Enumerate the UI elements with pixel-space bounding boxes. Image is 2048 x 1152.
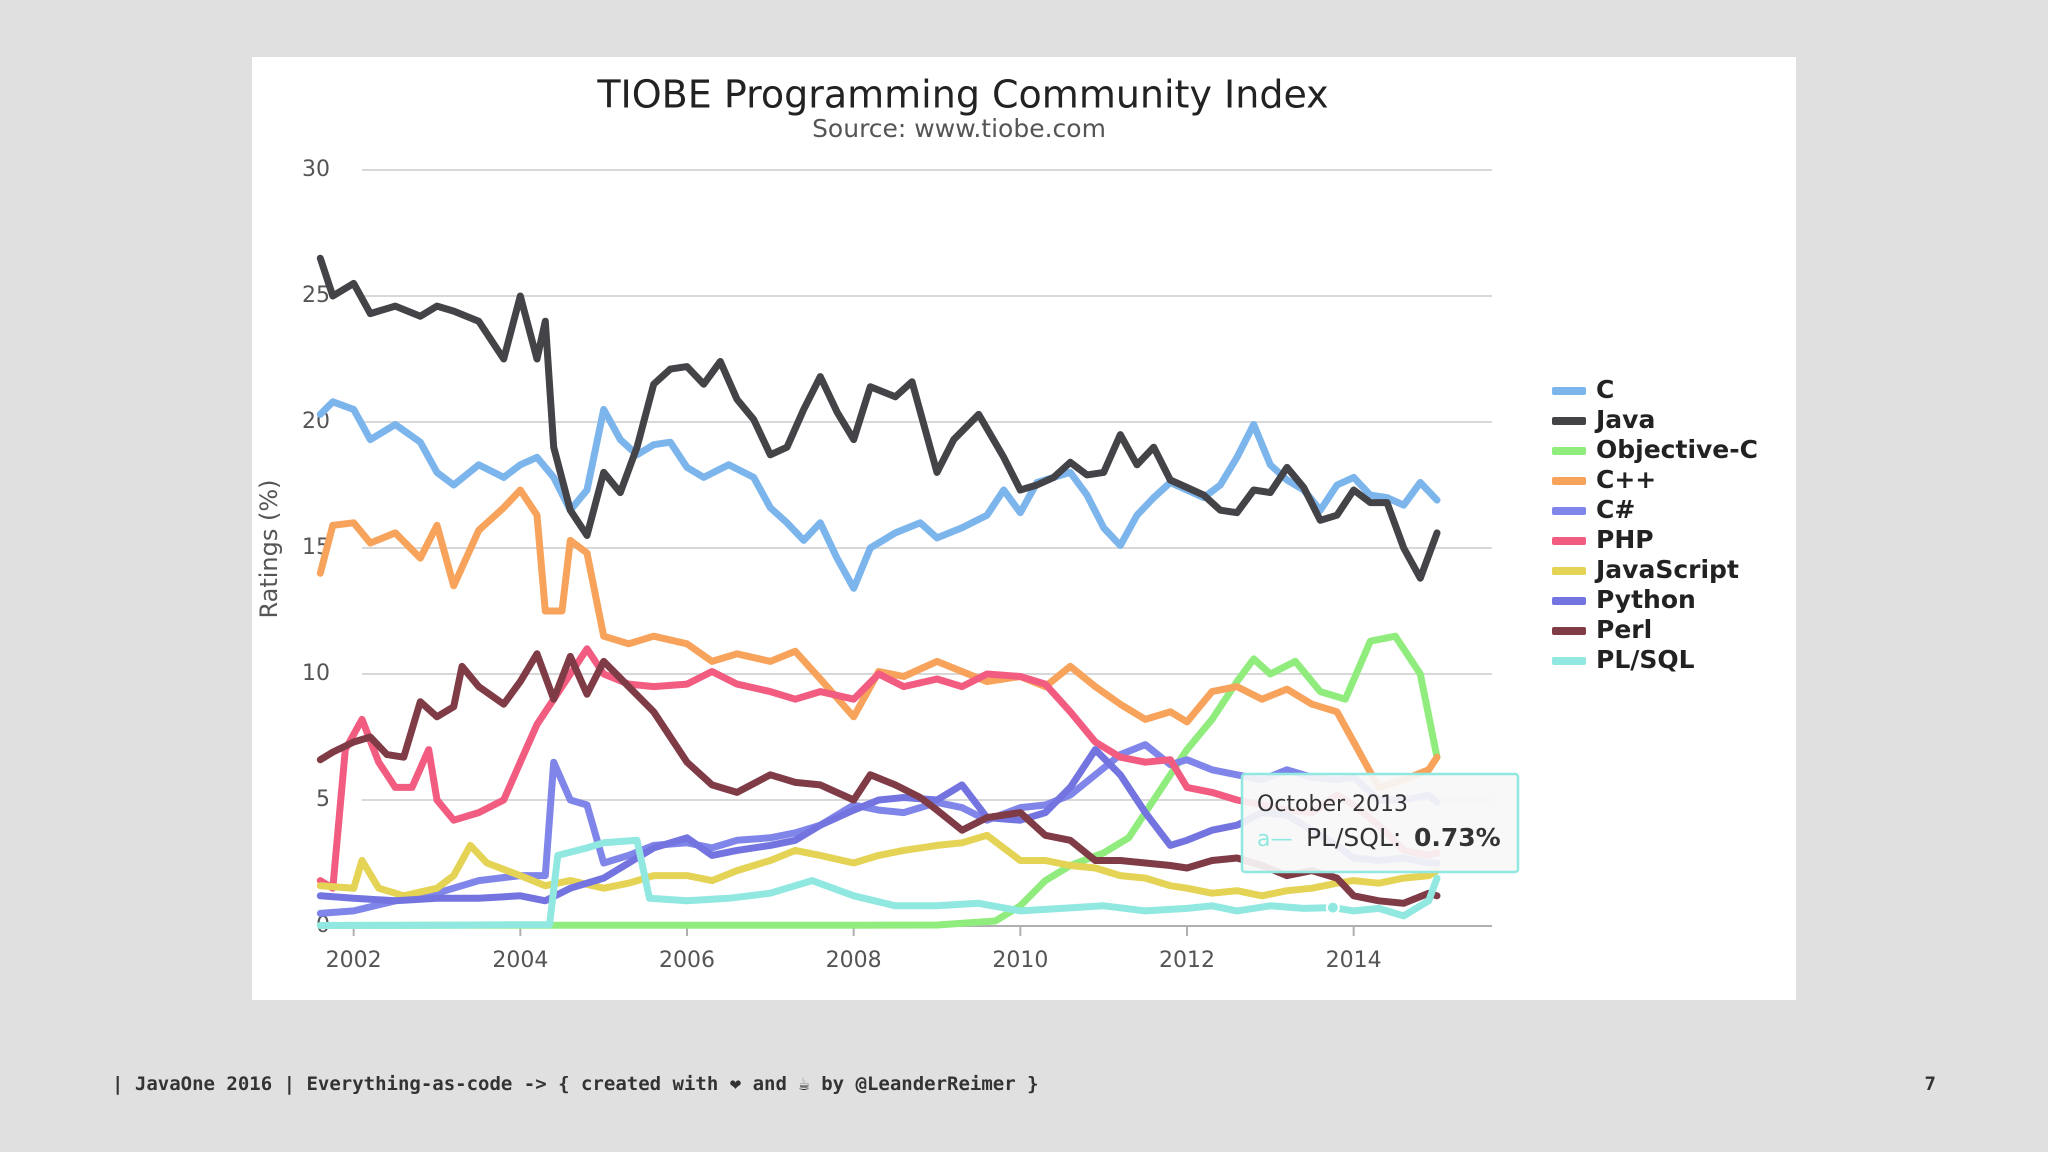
legend-label: C# — [1596, 495, 1635, 524]
tooltip-series-label: PL/SQL: — [1306, 823, 1401, 852]
x-tick-label: 2014 — [1326, 948, 1382, 973]
slide-footer: | JavaOne 2016 | Everything-as-code -> {… — [112, 1073, 1039, 1095]
legend-swatch — [1552, 507, 1586, 515]
chart-card: TIOBE Programming Community Index Source… — [252, 57, 1796, 1000]
tooltip-box — [1240, 772, 1520, 874]
x-tick-label: 2010 — [992, 948, 1048, 973]
legend-item-c-[interactable]: C# — [1552, 495, 1635, 524]
page-number: 7 — [1924, 1073, 1936, 1095]
y-tick-label: 30 — [302, 157, 330, 182]
legend-label: Java — [1594, 405, 1655, 434]
series-line-c[interactable] — [316, 398, 1441, 592]
legend-swatch — [1552, 387, 1586, 395]
series-line-java[interactable] — [316, 254, 1441, 582]
legend-swatch — [1552, 447, 1586, 455]
x-tick-label: 2002 — [326, 948, 382, 973]
legend-item-c-[interactable]: C++ — [1552, 465, 1656, 494]
series-line-c-[interactable] — [316, 741, 1441, 917]
tooltip: October 2013 a— PL/SQL: 0.73% — [1240, 772, 1520, 874]
legend-swatch — [1552, 567, 1586, 575]
legend: CJavaObjective-CC++C#PHPJavaScriptPython… — [1552, 375, 1758, 674]
legend-item-python[interactable]: Python — [1552, 585, 1696, 614]
legend-item-c[interactable]: C — [1552, 375, 1614, 404]
legend-item-perl[interactable]: Perl — [1552, 615, 1652, 644]
legend-label: PHP — [1596, 525, 1654, 554]
y-tick-label: 25 — [302, 283, 330, 308]
legend-swatch — [1552, 627, 1586, 635]
legend-swatch — [1552, 537, 1586, 545]
legend-swatch — [1552, 477, 1586, 485]
legend-label: C — [1596, 375, 1614, 404]
tooltip-title: October 2013 — [1257, 792, 1408, 817]
legend-item-pl-sql[interactable]: PL/SQL — [1552, 645, 1695, 674]
legend-label: Perl — [1596, 615, 1652, 644]
legend-item-php[interactable]: PHP — [1552, 525, 1654, 554]
legend-item-javascript[interactable]: JavaScript — [1552, 555, 1739, 584]
series-line-objective-c[interactable] — [316, 632, 1441, 929]
chart-title: TIOBE Programming Community Index — [596, 73, 1328, 117]
legend-label: C++ — [1596, 465, 1656, 494]
chart-subtitle: Source: www.tiobe.com — [812, 114, 1106, 143]
legend-label: Objective-C — [1596, 435, 1758, 464]
y-axis-label: Ratings (%) — [255, 479, 283, 618]
tooltip-marker: a— — [1257, 827, 1292, 852]
y-tick-label: 10 — [302, 661, 330, 686]
x-tick-label: 2006 — [659, 948, 715, 973]
x-tick-label: 2012 — [1159, 948, 1215, 973]
y-tick-label: 5 — [316, 787, 330, 812]
legend-label: JavaScript — [1594, 555, 1739, 584]
x-tick-label: 2004 — [492, 948, 548, 973]
legend-label: Python — [1596, 585, 1696, 614]
tooltip-point-marker — [1325, 900, 1340, 915]
series-line-javascript[interactable] — [316, 831, 1441, 900]
legend-swatch — [1552, 597, 1586, 605]
legend-swatch — [1552, 657, 1586, 665]
tiobe-line-chart: TIOBE Programming Community Index Source… — [255, 73, 1758, 974]
legend-swatch — [1552, 417, 1586, 425]
x-tick-label: 2008 — [826, 948, 882, 973]
legend-item-objective-c[interactable]: Objective-C — [1552, 435, 1758, 464]
legend-item-java[interactable]: Java — [1552, 405, 1655, 434]
series-line-c-[interactable] — [316, 486, 1441, 791]
tooltip-value: 0.73% — [1414, 823, 1501, 852]
legend-label: PL/SQL — [1596, 645, 1695, 674]
